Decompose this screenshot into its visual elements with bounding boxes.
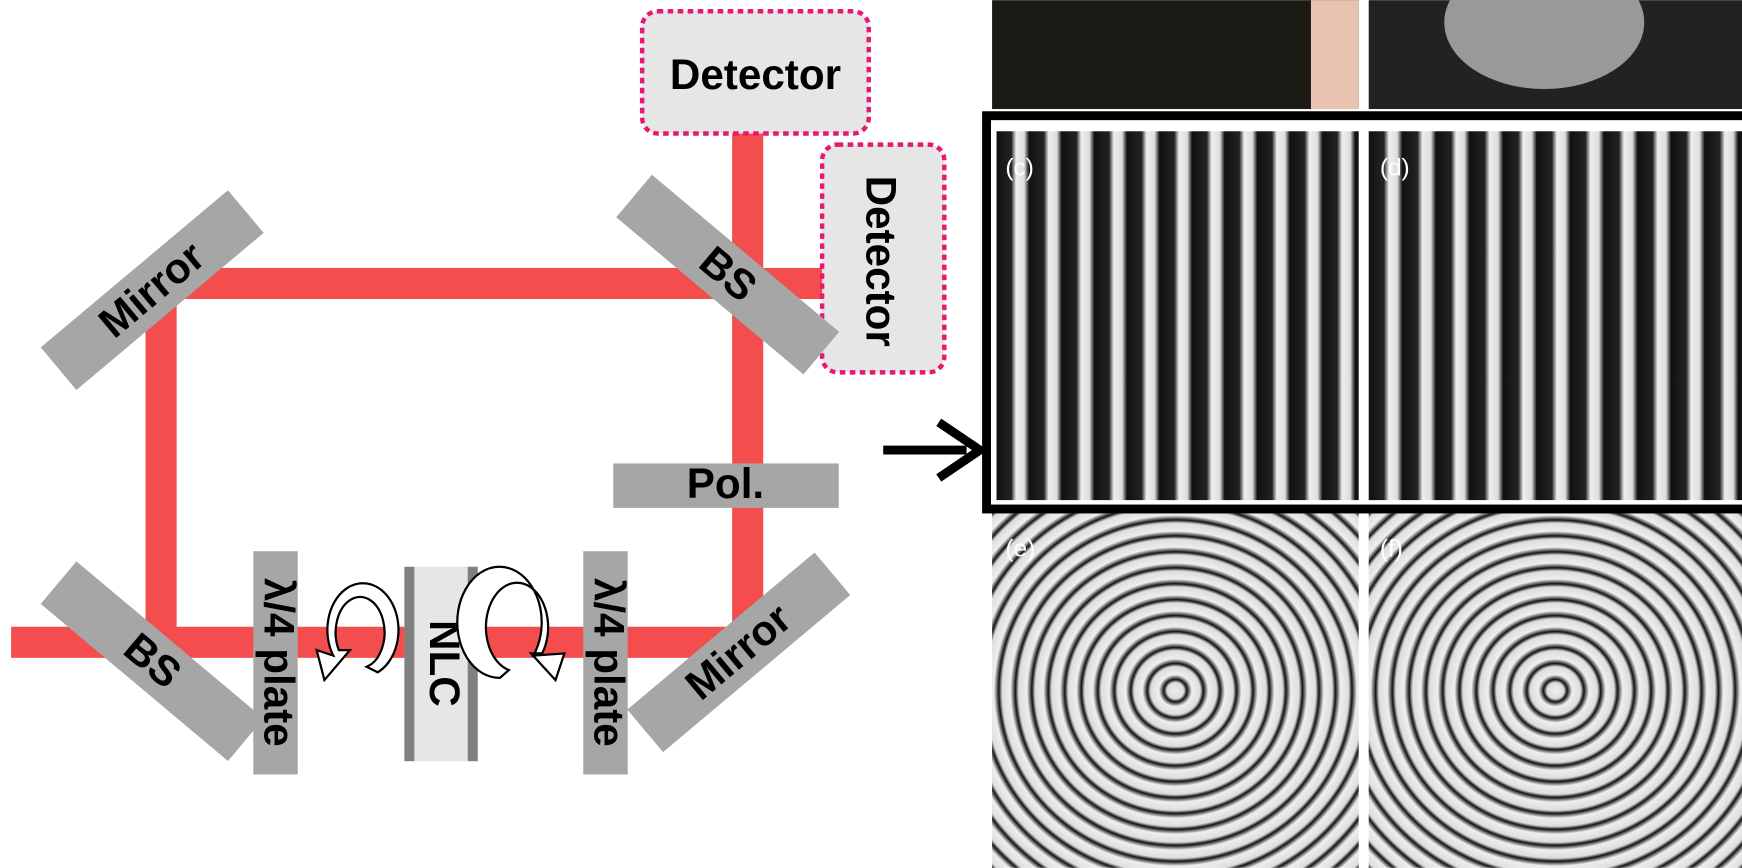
diagram: Detector Detector Mirror BS BS Mirror Po… bbox=[0, 0, 1742, 868]
detector-top: Detector bbox=[642, 11, 869, 133]
detector-label: Detector bbox=[670, 51, 841, 98]
polarizer: Pol. bbox=[613, 460, 839, 508]
quarter-wave-plate: λ/4 plate bbox=[583, 551, 632, 774]
image-panels: (c) (d) (e) (f) bbox=[987, 0, 1742, 868]
detector-label: Detector bbox=[858, 176, 905, 347]
pol-label: Pol. bbox=[687, 460, 764, 507]
panel-label: (d) bbox=[1380, 154, 1410, 181]
panel-label: (f) bbox=[1380, 536, 1403, 563]
arrow bbox=[883, 422, 980, 478]
plate-label: λ/4 plate bbox=[255, 578, 302, 747]
detector-right: Detector bbox=[822, 145, 944, 373]
panel-label: (c) bbox=[1005, 154, 1033, 181]
panel-label: (e) bbox=[1005, 536, 1035, 563]
quarter-wave-plate: λ/4 plate bbox=[253, 551, 302, 774]
plate-label: λ/4 plate bbox=[585, 578, 632, 747]
